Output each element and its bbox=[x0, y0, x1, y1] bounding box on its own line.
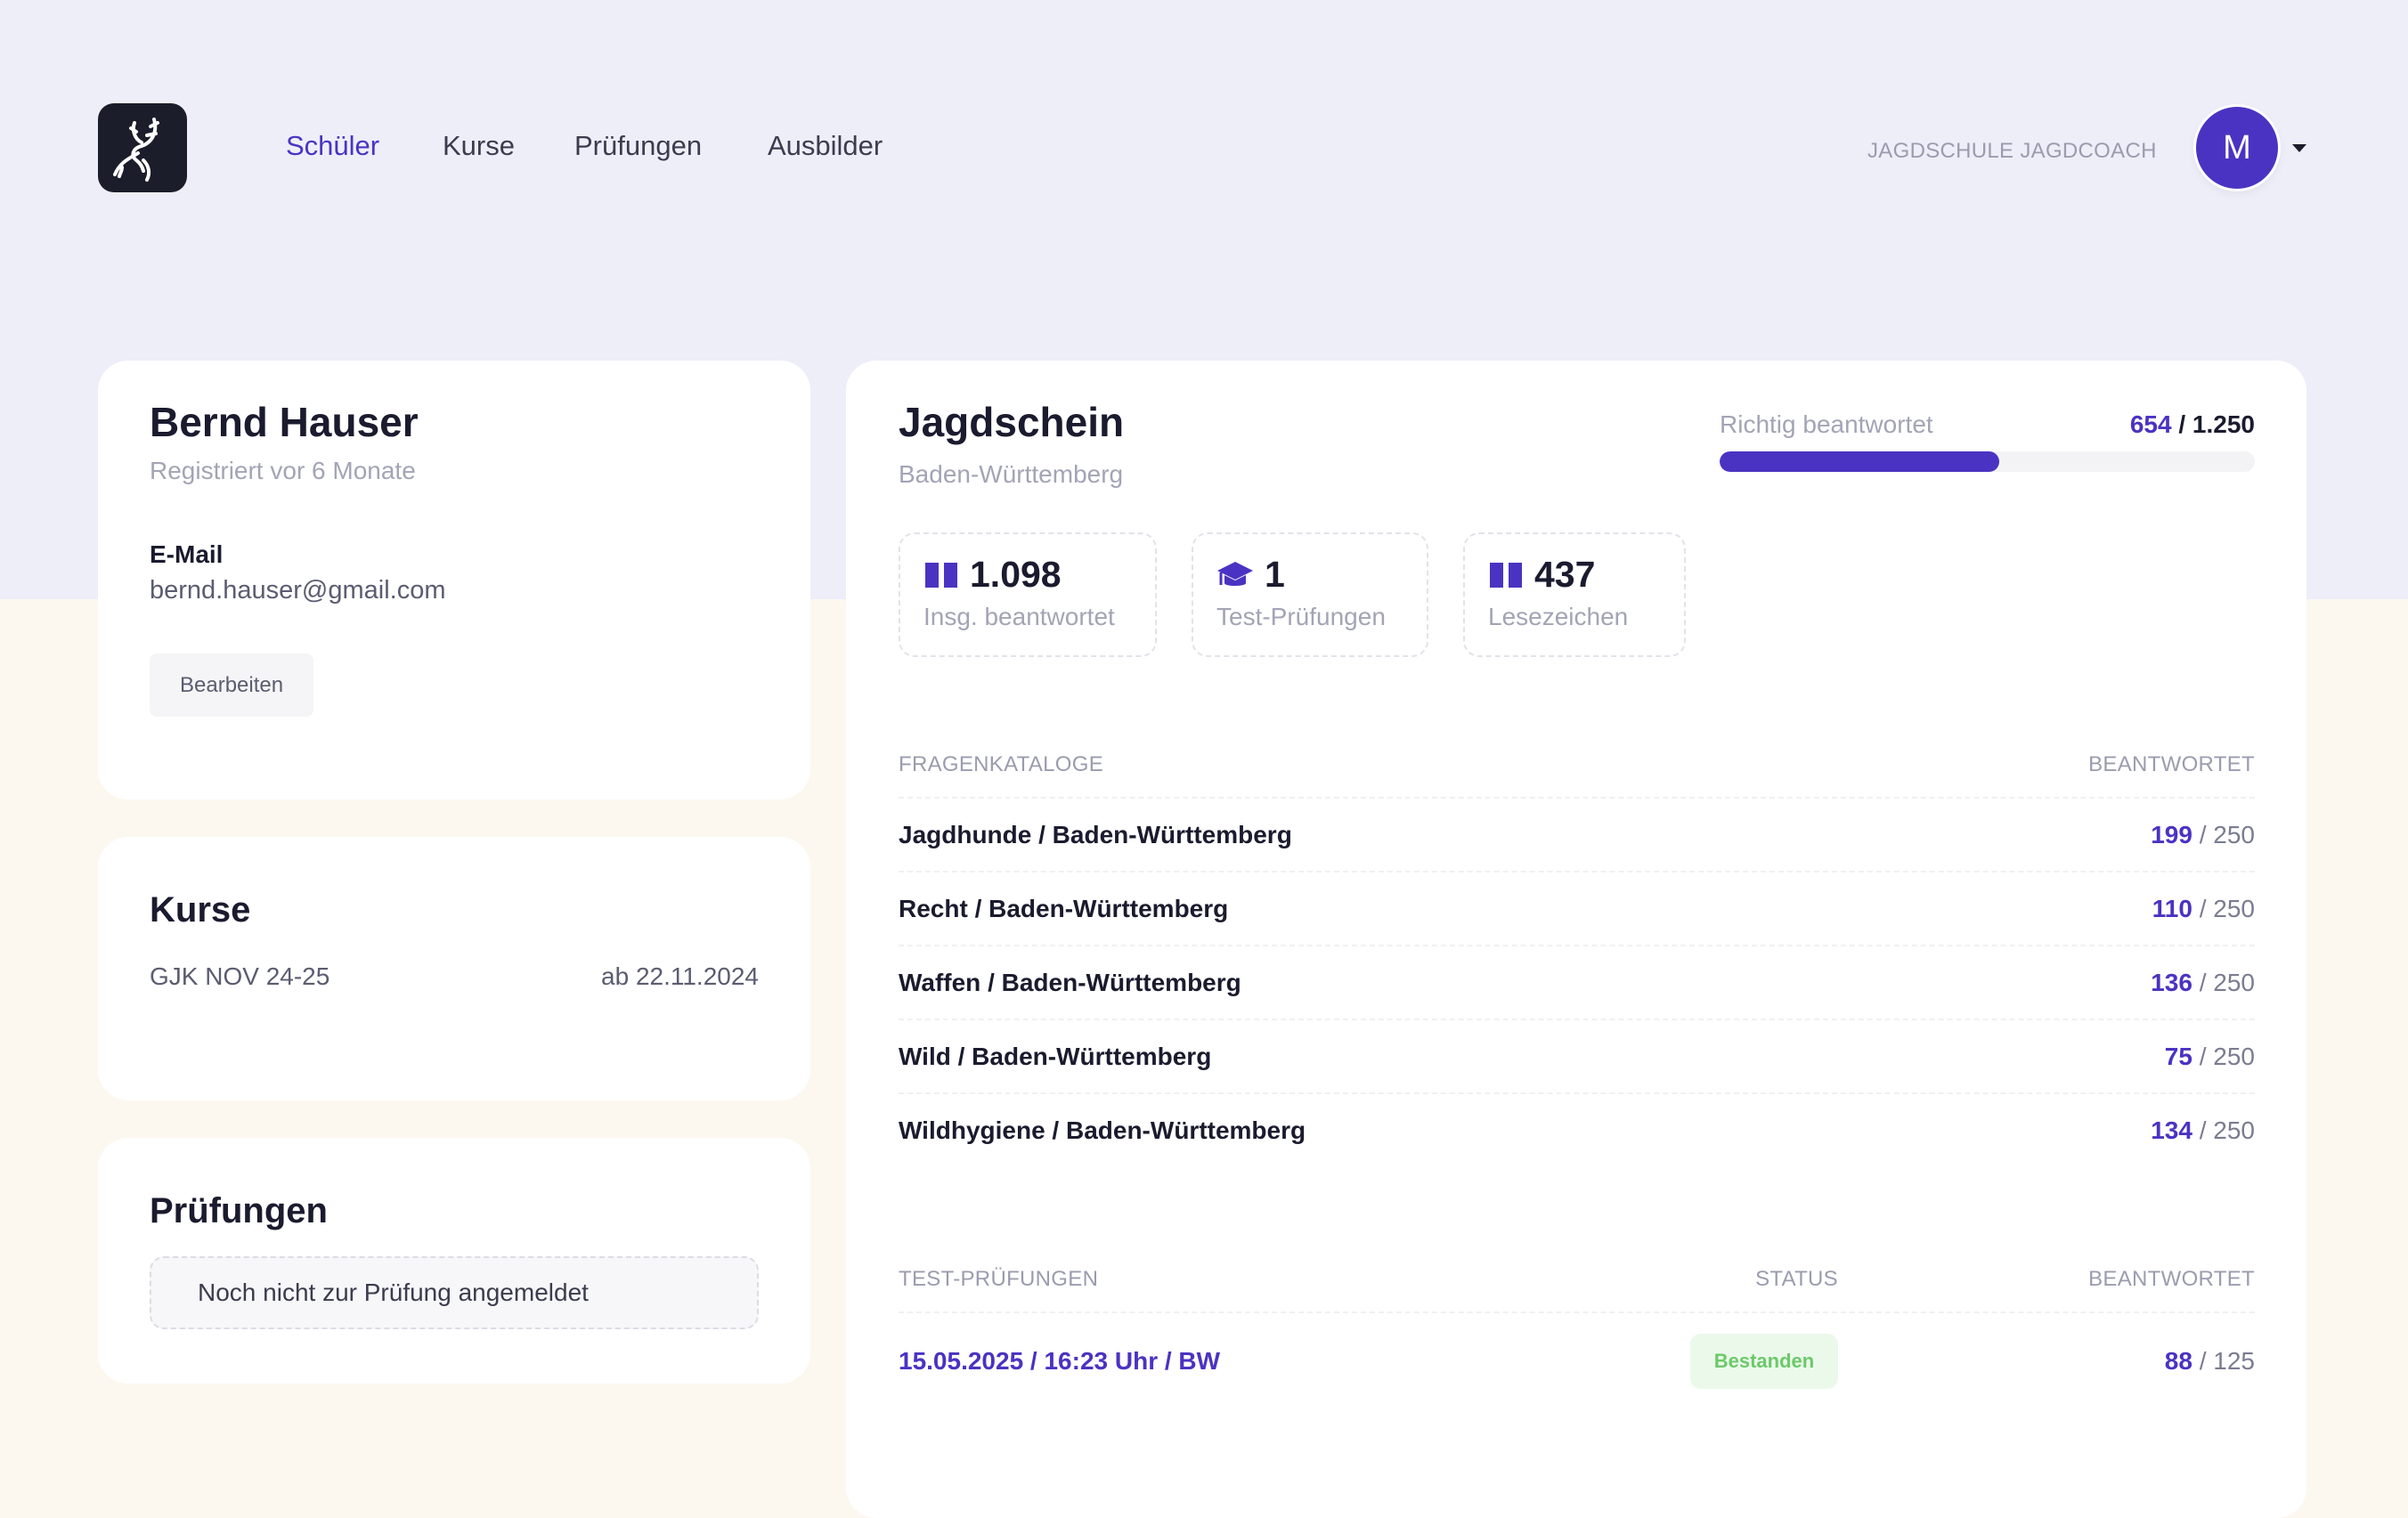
progress-section: Richtig beantwortet 654 / 1.250 bbox=[1720, 410, 2255, 472]
table-row[interactable]: Wildhygiene / Baden-Württemberg 134 / 250 bbox=[899, 1092, 2255, 1166]
book-icon bbox=[925, 562, 957, 588]
progress-value: 654 bbox=[2129, 410, 2172, 438]
student-name: Bernd Hauser bbox=[150, 399, 419, 445]
tests-table-header: TEST-PRÜFUNGEN STATUS BEANTWORTET bbox=[899, 1267, 2255, 1311]
profile-card: Bernd Hauser Registriert vor 6 Monate E-… bbox=[98, 361, 810, 800]
nav-schueler[interactable]: Schüler bbox=[286, 130, 380, 161]
progress-label: Richtig beantwortet bbox=[1720, 410, 1933, 438]
table-row[interactable]: Waffen / Baden-Württemberg 136 / 250 bbox=[899, 945, 2255, 1019]
progress-fill bbox=[1720, 451, 2000, 472]
catalog-name: Wild / Baden-Württemberg bbox=[899, 1042, 1212, 1070]
stat-value: 1.098 bbox=[970, 554, 1062, 595]
answered-value: 110 bbox=[2152, 894, 2192, 922]
progress-total: / 1.250 bbox=[2178, 410, 2255, 438]
chevron-down-icon[interactable] bbox=[2292, 144, 2306, 152]
answered-total: / 250 bbox=[2199, 894, 2255, 922]
stat-value: 1 bbox=[1265, 554, 1285, 595]
column-header-answered: BEANTWORTET bbox=[2088, 1267, 2255, 1291]
exams-card: Prüfungen Noch nicht zur Prüfung angemel… bbox=[98, 1138, 810, 1384]
stat-total-answered: 1.098 Insg. beantwortet bbox=[899, 532, 1157, 657]
book-icon bbox=[1490, 562, 1522, 588]
courses-title: Kurse bbox=[150, 890, 251, 929]
nav-ausbilder[interactable]: Ausbilder bbox=[768, 130, 883, 161]
course-item[interactable]: GJK NOV 24-25 ab 22.11.2024 bbox=[150, 962, 759, 991]
nav-pruefungen[interactable]: Prüfungen bbox=[574, 130, 703, 161]
stat-label: Insg. beantwortet bbox=[923, 603, 1115, 630]
answered-value: 134 bbox=[2151, 1116, 2192, 1144]
answered-total: / 250 bbox=[2199, 1116, 2255, 1144]
school-name: JAGDSCHULE JAGDCOACH bbox=[1867, 139, 2157, 163]
no-exam-notice: Noch nicht zur Prüfung angemeldet bbox=[150, 1256, 759, 1329]
courses-card: Kurse GJK NOV 24-25 ab 22.11.2024 bbox=[98, 837, 810, 1100]
course-date: ab 22.11.2024 bbox=[601, 962, 759, 990]
graduation-cap-icon bbox=[1217, 561, 1253, 586]
column-header-catalogs: FRAGENKATALOGE bbox=[899, 752, 1104, 776]
answered-total: / 250 bbox=[2199, 968, 2255, 996]
stat-bookmarks: 437 Lesezeichen bbox=[1463, 532, 1686, 657]
column-header-answered: BEANTWORTET bbox=[2088, 752, 2255, 776]
table-row[interactable]: Wild / Baden-Württemberg 75 / 250 bbox=[899, 1019, 2255, 1092]
answered-total: / 250 bbox=[2199, 820, 2255, 848]
user-avatar[interactable]: M bbox=[2196, 107, 2278, 189]
license-region: Baden-Württemberg bbox=[899, 460, 1124, 488]
answered-value: 88 bbox=[2164, 1347, 2192, 1375]
logo[interactable] bbox=[98, 103, 187, 192]
exams-title: Prüfungen bbox=[150, 1191, 328, 1230]
registered-text: Registriert vor 6 Monate bbox=[150, 457, 416, 484]
answered-total: / 125 bbox=[2199, 1347, 2255, 1375]
catalog-name: Wildhygiene / Baden-Württemberg bbox=[899, 1116, 1306, 1144]
progress-bar bbox=[1720, 451, 2255, 472]
answered-value: 199 bbox=[2151, 820, 2192, 848]
catalog-table: FRAGENKATALOGE BEANTWORTET Jagdhunde / B… bbox=[899, 752, 2255, 1166]
license-title: Jagdschein bbox=[899, 399, 1125, 445]
tests-table: TEST-PRÜFUNGEN STATUS BEANTWORTET 15.05.… bbox=[899, 1267, 2255, 1409]
catalog-table-header: FRAGENKATALOGE BEANTWORTET bbox=[899, 752, 2255, 797]
stat-test-exams: 1 Test-Prüfungen bbox=[1192, 532, 1428, 657]
catalog-name: Jagdhunde / Baden-Württemberg bbox=[899, 820, 1292, 848]
stat-value: 437 bbox=[1534, 554, 1596, 595]
answered-total: / 250 bbox=[2199, 1042, 2255, 1070]
table-row[interactable]: Jagdhunde / Baden-Württemberg 199 / 250 bbox=[899, 797, 2255, 871]
answered-value: 75 bbox=[2164, 1042, 2192, 1070]
column-header-status: STATUS bbox=[1755, 1267, 1838, 1291]
stat-label: Test-Prüfungen bbox=[1216, 603, 1386, 630]
catalog-name: Recht / Baden-Württemberg bbox=[899, 894, 1229, 922]
catalog-name: Waffen / Baden-Württemberg bbox=[899, 968, 1241, 996]
table-row[interactable]: Recht / Baden-Württemberg 110 / 250 bbox=[899, 871, 2255, 945]
nav-kurse[interactable]: Kurse bbox=[443, 130, 515, 161]
status-badge: Bestanden bbox=[1690, 1334, 1838, 1389]
jagdschein-card: Jagdschein Baden-Württemberg Richtig bea… bbox=[846, 361, 2306, 1518]
table-row[interactable]: 15.05.2025 / 16:23 Uhr / BW Bestanden 88… bbox=[899, 1311, 2255, 1409]
course-name: GJK NOV 24-25 bbox=[150, 962, 330, 990]
test-link[interactable]: 15.05.2025 / 16:23 Uhr / BW bbox=[899, 1347, 1221, 1375]
email-value: bernd.hauser@gmail.com bbox=[150, 576, 446, 605]
answered-value: 136 bbox=[2151, 968, 2192, 996]
edit-button[interactable]: Bearbeiten bbox=[150, 653, 314, 717]
deer-logo-icon bbox=[113, 118, 159, 182]
stat-label: Lesezeichen bbox=[1488, 603, 1629, 630]
column-header-tests: TEST-PRÜFUNGEN bbox=[899, 1267, 1099, 1291]
email-label: E-Mail bbox=[150, 540, 224, 568]
